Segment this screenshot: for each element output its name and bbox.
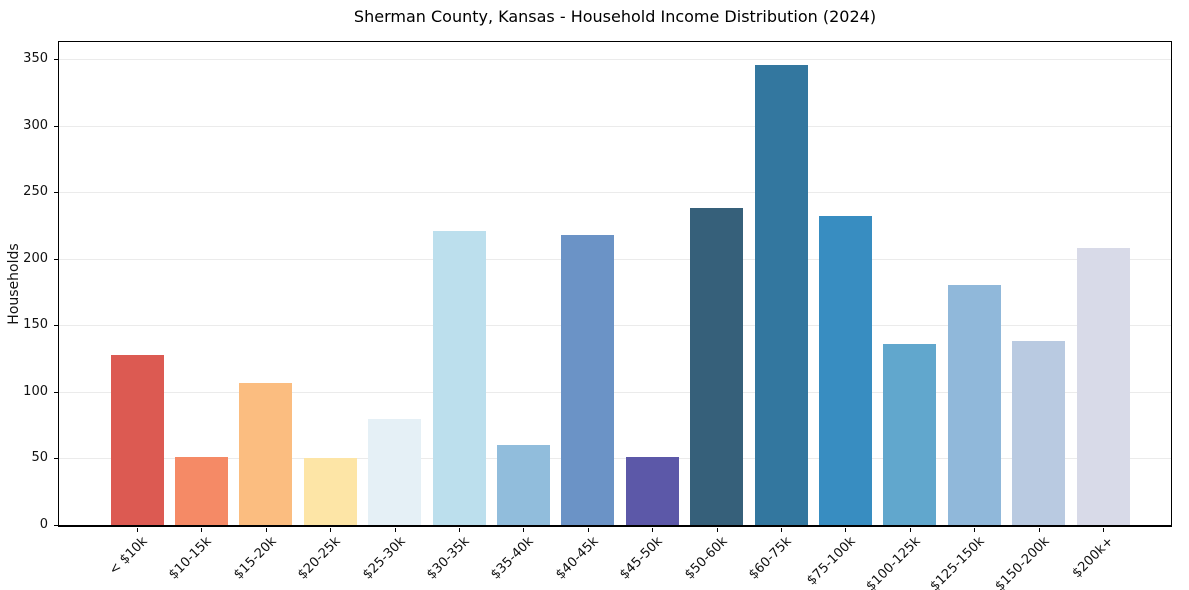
- x-tick-label: $60-75k: [746, 534, 795, 583]
- y-tick-mark: [54, 325, 58, 327]
- y-tick-mark: [54, 391, 58, 393]
- x-tick-label: $100-125k: [863, 534, 924, 590]
- x-tick-mark: [716, 528, 718, 532]
- y-tick-label: 350: [23, 51, 48, 67]
- x-tick-label: $35-40k: [488, 534, 537, 583]
- x-tick-mark: [459, 528, 460, 532]
- bar: [1012, 341, 1066, 525]
- x-tick-label: $50-60k: [681, 534, 731, 583]
- x-tick-mark: [523, 528, 525, 532]
- x-tick-mark: [845, 528, 847, 532]
- bar: [368, 419, 422, 525]
- bar: [818, 216, 872, 525]
- x-tick-mark: [587, 528, 589, 532]
- x-tick-label: < $10k: [106, 534, 151, 579]
- x-tick-label: $30-35k: [424, 534, 473, 583]
- y-tick-mark: [54, 125, 58, 127]
- x-tick-label: $150-200k: [992, 534, 1053, 590]
- y-tick-label: 0: [39, 517, 48, 532]
- x-tick-mark: [781, 528, 782, 532]
- x-tick-mark: [1038, 528, 1040, 532]
- x-tick-label: $15-20k: [230, 534, 280, 583]
- x-tick-label: $40-45k: [552, 534, 602, 583]
- bar: [561, 235, 615, 525]
- x-tick-mark: [137, 528, 138, 532]
- bar: [110, 355, 164, 525]
- y-tick-mark: [54, 458, 58, 460]
- bar: [690, 208, 744, 525]
- gridline: [59, 192, 1171, 194]
- y-tick-mark: [54, 258, 58, 260]
- x-tick-label: $75-100k: [804, 534, 859, 589]
- y-tick-label: 50: [31, 450, 48, 466]
- gridline: [59, 258, 1171, 260]
- x-tick-label: $200k+: [1069, 534, 1117, 582]
- bar: [883, 344, 937, 525]
- bar: [1076, 248, 1130, 525]
- x-tick-mark: [1103, 528, 1104, 532]
- bar: [754, 65, 808, 525]
- x-tick-label: $125-150k: [927, 534, 988, 590]
- y-tick-mark: [54, 192, 58, 194]
- y-tick-label: 300: [23, 117, 48, 133]
- y-tick-label: 150: [23, 317, 48, 333]
- gridline: [59, 458, 1171, 460]
- bar: [496, 445, 550, 525]
- chart-title: Sherman County, Kansas - Household Incom…: [353, 7, 877, 26]
- x-tick-mark: [652, 528, 654, 532]
- x-tick-mark: [201, 528, 203, 532]
- y-tick-label: 100: [23, 383, 48, 399]
- plot-area: [58, 41, 1172, 527]
- x-tick-mark: [909, 528, 911, 532]
- x-tick-mark: [974, 528, 976, 532]
- y-tick-label: 250: [23, 184, 48, 200]
- bar: [239, 383, 293, 525]
- x-tick-mark: [330, 528, 332, 532]
- x-tick-label: $45-50k: [617, 534, 666, 583]
- gridline: [59, 59, 1171, 61]
- bar: [625, 457, 679, 525]
- gridline: [59, 325, 1171, 327]
- gridline: [59, 125, 1171, 127]
- x-tick-label: $25-30k: [359, 534, 409, 583]
- y-tick-mark: [54, 525, 58, 526]
- x-tick-mark: [265, 528, 267, 532]
- y-tick-mark: [54, 59, 58, 61]
- x-tick-label: $10-15k: [166, 534, 215, 583]
- x-tick-label: $20-25k: [295, 534, 344, 583]
- y-tick-label: 200: [23, 250, 48, 266]
- gridline: [59, 391, 1171, 393]
- bar: [174, 457, 228, 525]
- bar: [432, 231, 486, 525]
- bar: [947, 285, 1001, 525]
- bar: [303, 458, 357, 525]
- x-tick-mark: [394, 528, 396, 532]
